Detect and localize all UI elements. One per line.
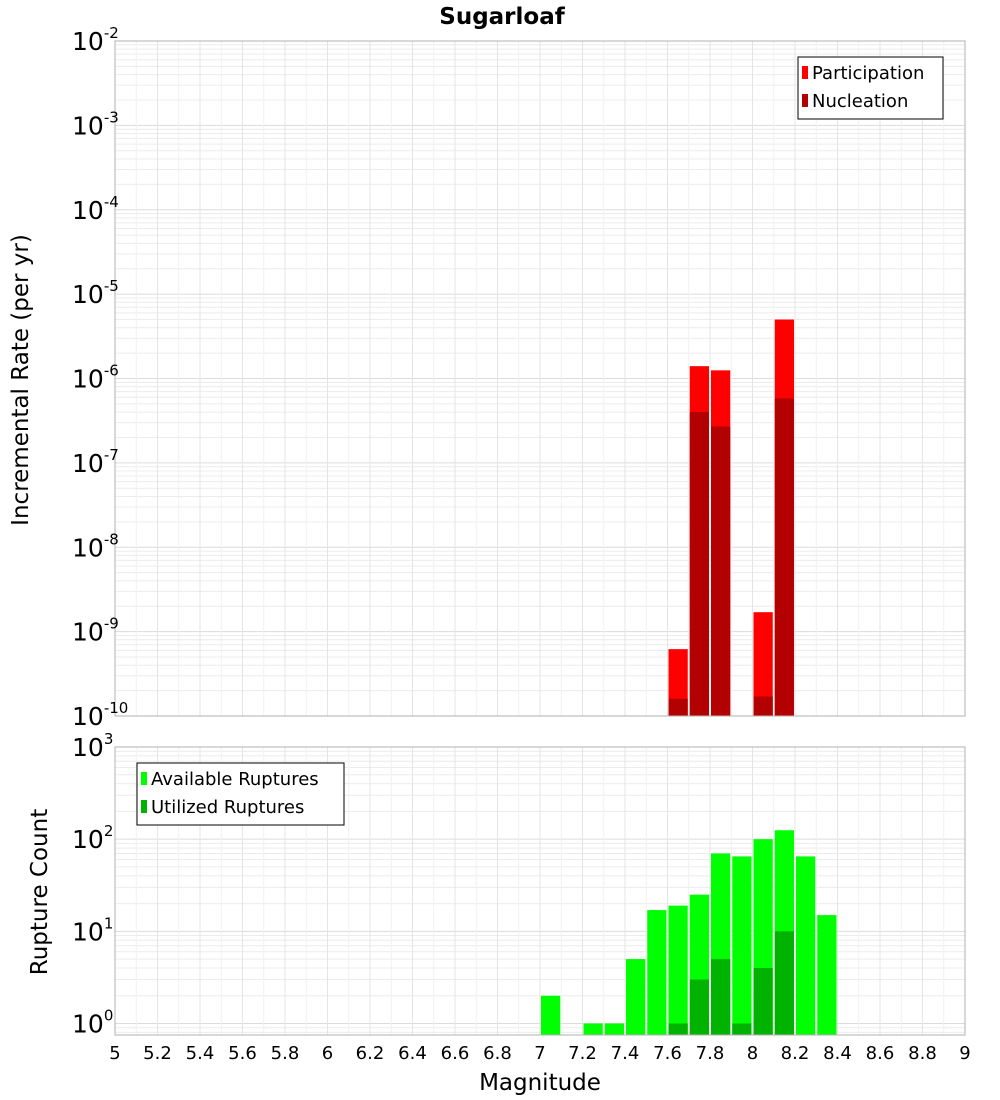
y-tick-label: 10-5 [72,277,119,309]
x-tick-label: 5.8 [271,1043,300,1064]
legend-label: Nucleation [812,91,908,112]
plot-frame [114,40,966,717]
x-tick-label: 5.2 [143,1043,172,1064]
y-tick-label: 10-6 [72,362,119,394]
x-tick-label: 5 [109,1043,120,1064]
x-tick-label: 6.4 [398,1043,427,1064]
x-tick-label: 8.2 [781,1043,810,1064]
bar-utilized-ruptures [689,979,709,1035]
bar-nucleation [711,426,731,716]
x-tick-label: 6.8 [483,1043,512,1064]
legend-label: Participation [812,63,924,84]
bar-utilized-ruptures [753,967,773,1035]
bar-available-ruptures [817,915,837,1035]
plot-frame [114,746,966,1036]
bar-available-ruptures [732,856,752,1035]
bar-nucleation [689,412,709,716]
x-tick-label: 7 [534,1043,545,1064]
x-tick-label: 6 [322,1043,333,1064]
legend-swatch-participation [802,66,808,79]
legend-label: Utilized Ruptures [151,797,304,818]
top-y-axis-label: Incremental Rate (per yr) [8,234,34,526]
bar-available-ruptures [583,1023,603,1035]
bar-utilized-ruptures [774,931,794,1035]
bar-participation [753,612,773,716]
bar-nucleation [774,398,794,716]
legend: Available Ruptures Utilized Ruptures [136,762,345,826]
bar-utilized-ruptures [711,959,731,1035]
x-tick-label: 7.4 [611,1043,640,1064]
y-tick-label: 10-10 [72,699,128,731]
legend-swatch-nucleation [802,94,808,107]
bottom-y-axis-label: Rupture Count [27,809,53,975]
bar-utilized-ruptures [732,1023,752,1035]
legend-box [136,762,345,826]
y-tick-label: 10-4 [72,193,119,225]
legend-swatch-utilized-ruptures [141,800,147,813]
bar-available-ruptures [668,905,688,1035]
x-tick-label: 7.2 [568,1043,597,1064]
y-tick-label: 102 [72,822,113,854]
y-tick-label: 10-3 [72,108,119,140]
x-tick-label: 5.4 [186,1043,215,1064]
x-tick-label: 9 [959,1043,970,1064]
legend-label: Available Ruptures [151,769,319,790]
bar-available-ruptures [796,856,816,1035]
legend-swatch-available-ruptures [141,772,147,785]
bar-available-ruptures [541,995,561,1035]
bar-utilized-ruptures [668,1023,688,1035]
y-tick-label: 10-9 [72,615,119,647]
y-tick-label: 10-2 [72,24,119,56]
x-tick-label: 7.6 [653,1043,682,1064]
x-tick-label: 6.6 [441,1043,470,1064]
chart-panel-1: 100 101 102 103 5 5.2 5.4 5.6 5.8 6 6.2 6.4 6.6 6.8 7 7… [72,730,971,1064]
chart-title: Sugarloaf [439,4,565,30]
x-axis-label: Magnitude [479,1070,601,1096]
bar-nucleation [668,698,688,716]
legend-box [797,56,944,120]
x-tick-label: 8.6 [866,1043,895,1064]
legend: Participation Nucleation [797,56,944,120]
y-tick-label: 103 [72,730,113,762]
x-tick-label: 5.6 [228,1043,257,1064]
y-tick-label: 10-7 [72,446,119,478]
bar-available-ruptures [647,910,667,1035]
bar-available-ruptures [626,959,646,1035]
y-tick-label: 10-8 [72,530,119,562]
y-tick-label: 101 [72,914,113,946]
bar-nucleation [753,696,773,716]
bar-available-ruptures [604,1023,624,1035]
x-tick-label: 8.8 [908,1043,937,1064]
x-tick-label: 7.8 [696,1043,725,1064]
x-tick-label: 8 [747,1043,758,1064]
x-tick-label: 6.2 [356,1043,385,1064]
x-tick-label: 8.4 [823,1043,852,1064]
chart-panel-0: 10-10 10-9 10-8 10-7 10-6 10-5 10-4 10-3 10-2 Par… [72,24,966,731]
y-tick-label: 100 [72,1006,113,1038]
